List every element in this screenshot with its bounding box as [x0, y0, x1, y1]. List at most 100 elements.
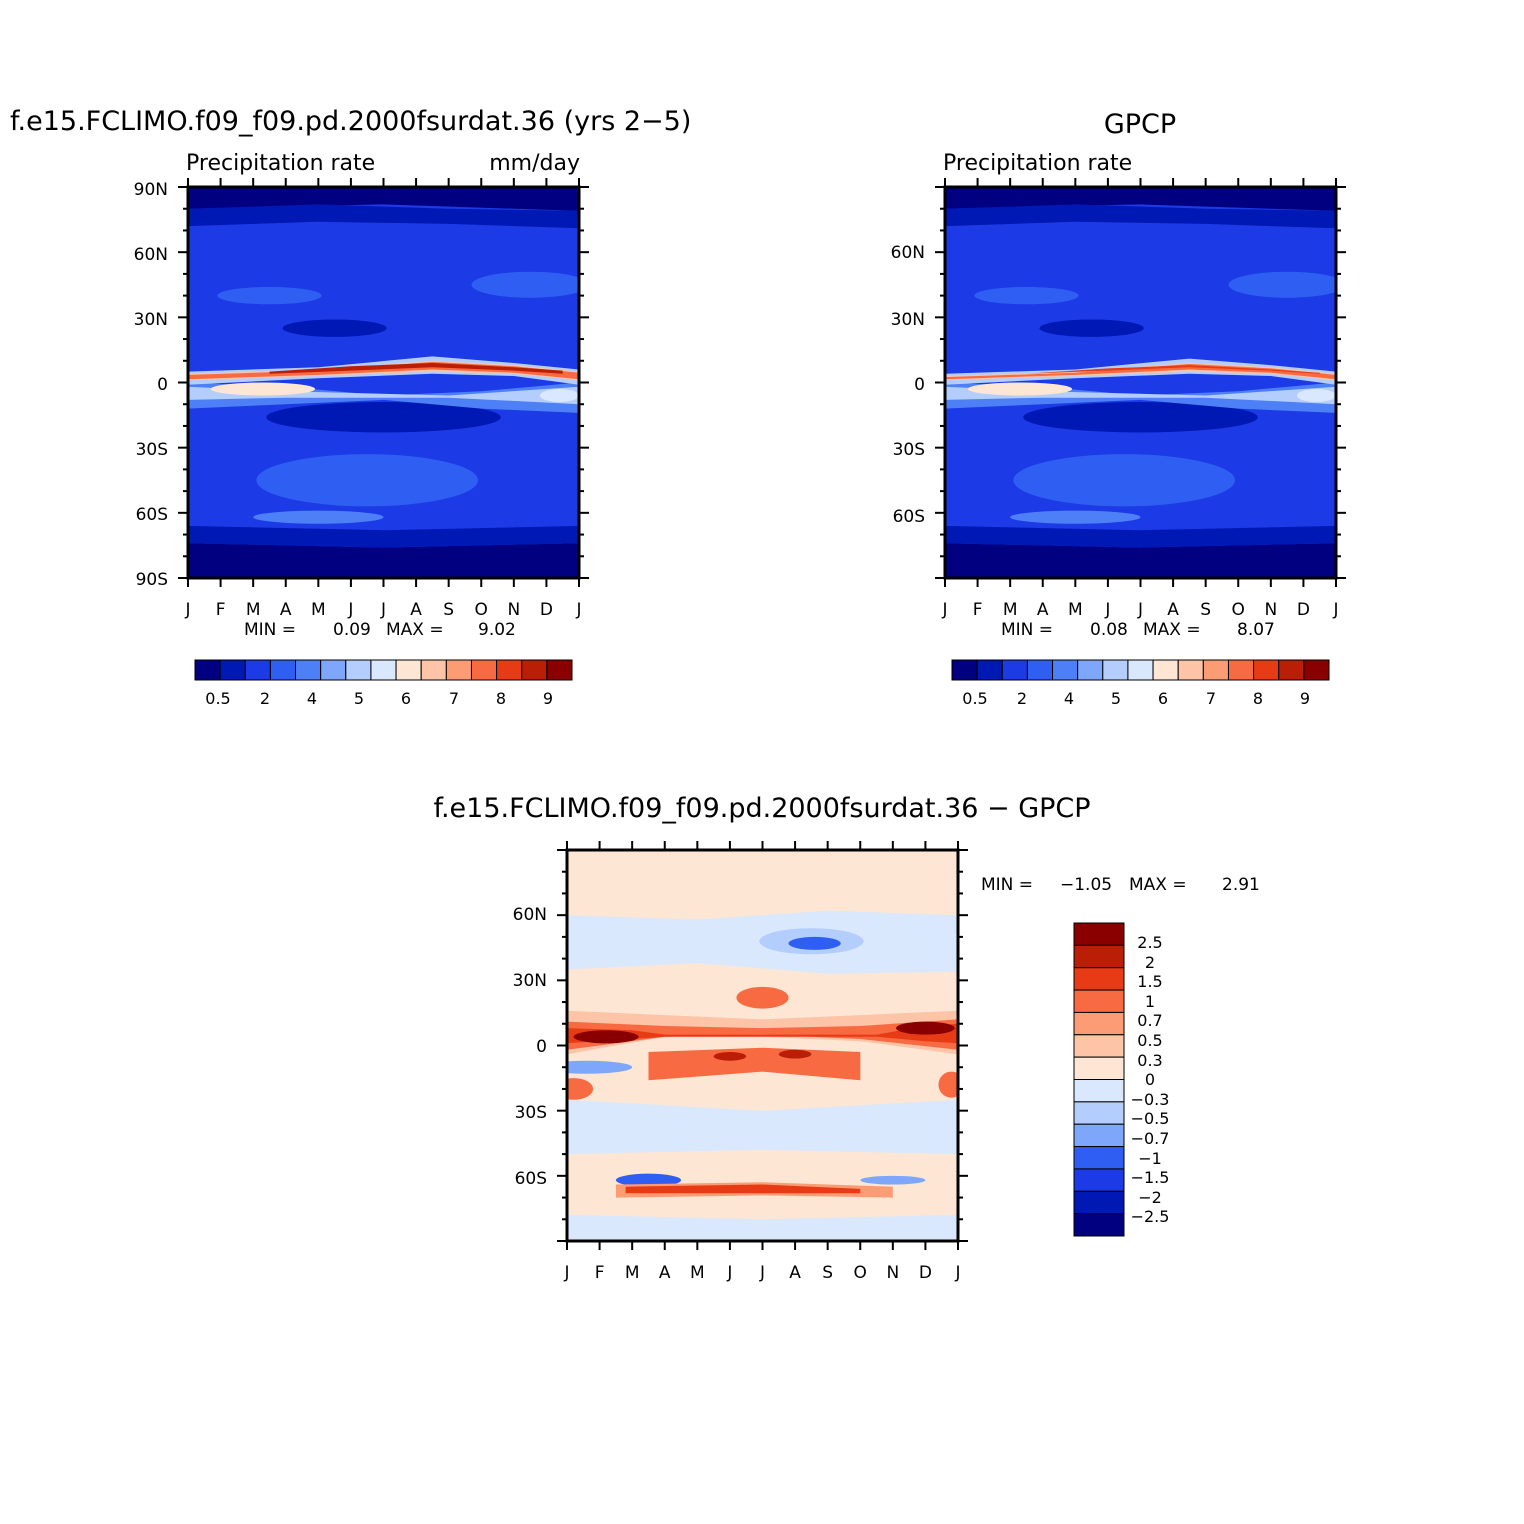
month-label: N: [507, 600, 520, 620]
month-label: O: [854, 1263, 867, 1283]
contour-band: [567, 1214, 958, 1241]
colorbar-swatch: [1278, 659, 1305, 681]
contour-band: [945, 317, 1336, 348]
month-label: J: [726, 1263, 732, 1283]
diff-colorbar-labels: 2.5 2 1.5 1 0.7 0.5 0.3 0 −0.3 −0.5 −0.7…: [1131, 933, 1170, 1226]
colorbar-label: 0: [1145, 1070, 1155, 1089]
contour-blob: [1039, 319, 1144, 337]
colorbar-label: −1: [1138, 1149, 1162, 1168]
contour-band: [188, 204, 579, 229]
contour-blob: [860, 1175, 926, 1185]
diff-stats: MIN = −1.05 MAX = 2.91: [981, 875, 1260, 895]
contour-blob: [253, 510, 384, 524]
contour-blob: [1023, 402, 1258, 433]
diff-contour-field: [567, 910, 958, 1241]
colorbar-swatch: [345, 659, 372, 681]
colorbar-label: 8: [496, 689, 506, 708]
colorbar-label: 0.5: [205, 689, 230, 708]
lat-label: 60N: [891, 243, 925, 263]
colorbar-swatch: [1253, 659, 1280, 681]
colorbar-swatch: [1073, 944, 1125, 969]
contour-band: [188, 543, 579, 578]
model-stats: MIN = 0.09 MAX = 9.02: [244, 620, 516, 640]
obs-lat-labels: 60N 30N 0 30S 60S: [891, 243, 925, 527]
colorbar-label: 1: [1145, 992, 1155, 1011]
colorbar-swatch: [1227, 659, 1255, 681]
colorbar-label: 1.5: [1137, 972, 1162, 991]
contour-blob: [210, 382, 316, 396]
month-label: F: [595, 1263, 605, 1283]
lat-label: 30N: [134, 310, 168, 330]
colorbar-swatch: [1102, 659, 1129, 681]
max-label: MAX =: [1129, 875, 1187, 895]
lat-label: 30N: [513, 971, 547, 991]
colorbar-swatch: [976, 659, 1003, 681]
colorbar-swatch: [244, 659, 271, 681]
contour-blob: [567, 1078, 594, 1100]
contour-blob: [1228, 271, 1336, 298]
month-label: O: [475, 600, 488, 620]
colorbar-swatch: [1073, 1190, 1125, 1215]
colorbar-label: 0.7: [1137, 1011, 1162, 1030]
lat-label: 60S: [893, 507, 925, 527]
colorbar-label: 4: [307, 689, 317, 708]
contour-blob: [896, 1021, 955, 1035]
month-label: A: [280, 600, 292, 620]
colorbar-label: −2.5: [1131, 1207, 1170, 1226]
colorbar-swatch: [496, 659, 523, 681]
diff-title: f.e15.FCLIMO.f09_f09.pd.2000fsurdat.36 −…: [433, 793, 1090, 824]
lat-label: 30S: [136, 440, 168, 460]
min-label: MIN =: [981, 875, 1033, 895]
colorbar-label: −2: [1138, 1188, 1162, 1207]
colorbar-label: 5: [1111, 689, 1121, 708]
min-label: MIN =: [1001, 620, 1053, 640]
obs-colorbar-labels: 0.5 2 4 5 6 7 8 9: [962, 689, 1310, 708]
month-label: J: [1137, 600, 1143, 620]
lat-label: 0: [157, 375, 168, 395]
colorbar-label: 7: [1206, 689, 1216, 708]
colorbar-label: 0.3: [1137, 1051, 1162, 1070]
diff-panel: f.e15.FCLIMO.f09_f09.pd.2000fsurdat.36 −…: [433, 793, 1259, 1283]
contour-band: [567, 1099, 958, 1155]
colorbar-swatch: [370, 659, 397, 681]
contour-blob: [974, 286, 1079, 305]
colorbar-swatch: [1073, 1123, 1125, 1148]
diff-lat-labels: 60N 30N 0 30S 60S: [513, 905, 547, 1189]
contour-band: [945, 543, 1336, 578]
month-label: M: [246, 600, 261, 620]
contour-band: [945, 525, 1336, 548]
colorbar-swatch: [1073, 989, 1125, 1013]
colorbar-label: 2: [260, 689, 270, 708]
colorbar-swatch: [1073, 967, 1125, 991]
colorbar-label: 9: [543, 689, 553, 708]
contour-blob: [256, 454, 478, 507]
colorbar-swatch: [1073, 1168, 1125, 1192]
colorbar-swatch: [269, 659, 297, 681]
lat-label: 0: [536, 1037, 547, 1057]
diff-colorbar: [1073, 922, 1125, 1237]
contour-band: [567, 1019, 958, 1050]
colorbar-swatch: [1073, 1011, 1125, 1036]
model-colorbar: [194, 659, 573, 681]
month-label: M: [1068, 600, 1083, 620]
lat-label: 90S: [136, 570, 168, 590]
colorbar-swatch: [420, 659, 447, 681]
month-label: J: [941, 600, 947, 620]
lat-label: 30S: [893, 440, 925, 460]
contour-blob: [539, 389, 579, 403]
month-label: J: [954, 1263, 960, 1283]
contour-blob: [788, 936, 841, 950]
month-label: F: [973, 600, 983, 620]
contour-blob: [713, 1052, 747, 1061]
month-label: J: [380, 600, 386, 620]
colorbar-label: 6: [1158, 689, 1168, 708]
colorbar-label: −1.5: [1131, 1168, 1170, 1187]
max-label: MAX =: [1143, 620, 1201, 640]
colorbar-swatch: [445, 659, 472, 681]
colorbar-label: 2.5: [1137, 933, 1162, 952]
model-plot-background: [188, 187, 579, 578]
colorbar-swatch: [1026, 659, 1054, 681]
colorbar-swatch: [1073, 1213, 1125, 1237]
